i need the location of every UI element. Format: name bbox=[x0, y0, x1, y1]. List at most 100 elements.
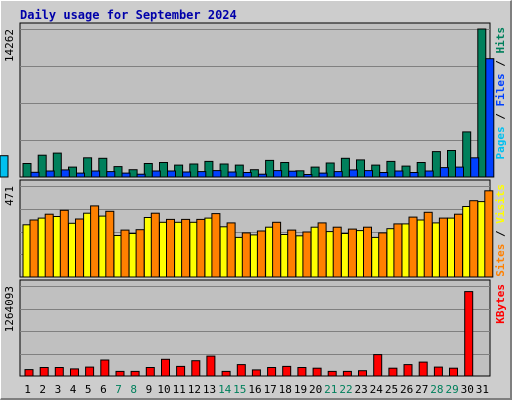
bar-kbytes-26 bbox=[403, 364, 413, 377]
x-tick-4: 4 bbox=[70, 383, 77, 396]
bar-files-6 bbox=[106, 171, 116, 178]
bar-kbytes-10 bbox=[161, 358, 170, 377]
bar-files-25 bbox=[394, 170, 404, 178]
chart-title: Daily usage for September 2024 bbox=[20, 8, 237, 22]
bar-sites-9 bbox=[150, 212, 160, 278]
bar-files-5 bbox=[91, 170, 101, 178]
panel-1 bbox=[19, 22, 491, 178]
bar-files-20 bbox=[318, 172, 328, 178]
bar-files-13 bbox=[212, 170, 222, 178]
legend-entry: Pages bbox=[494, 126, 507, 159]
bar-sites-2 bbox=[44, 213, 54, 278]
bar-sites-19 bbox=[302, 231, 312, 278]
bar-hits-22 bbox=[340, 157, 350, 178]
bar-kbytes-20 bbox=[312, 367, 322, 377]
legend-entry: Sites bbox=[494, 244, 507, 277]
bar-files-23 bbox=[364, 170, 373, 178]
bar-files-14 bbox=[227, 171, 237, 178]
bar-kbytes-17 bbox=[267, 367, 277, 377]
bar-sites-30 bbox=[469, 200, 479, 278]
x-tick-11: 11 bbox=[173, 383, 186, 396]
x-tick-1: 1 bbox=[24, 383, 31, 396]
bar-sites-29 bbox=[454, 213, 463, 278]
bar-files-11 bbox=[182, 171, 192, 178]
x-tick-22: 22 bbox=[339, 383, 352, 396]
bar-hits-21 bbox=[325, 162, 335, 178]
x-tick-25: 25 bbox=[385, 383, 398, 396]
bar-sites-11 bbox=[181, 218, 191, 278]
y-tick-max: 471 bbox=[3, 186, 16, 206]
bar-hits-2 bbox=[37, 154, 47, 178]
legend-bottom: KBytes bbox=[494, 284, 507, 324]
bar-files-18 bbox=[288, 170, 298, 178]
bar-sites-13 bbox=[211, 213, 221, 278]
bar-hits-10 bbox=[159, 162, 168, 178]
bar-kbytes-30 bbox=[464, 291, 474, 377]
bar-hits-5 bbox=[83, 157, 93, 178]
bar-kbytes-2 bbox=[39, 367, 49, 377]
x-tick-27: 27 bbox=[415, 383, 428, 396]
x-tick-2: 2 bbox=[39, 383, 46, 396]
x-tick-15: 15 bbox=[233, 383, 246, 396]
bar-hits-27 bbox=[416, 162, 426, 178]
legend-entry: Visits bbox=[494, 184, 507, 224]
bar-hits-28 bbox=[431, 151, 441, 178]
legend-entry: / bbox=[494, 107, 507, 127]
bar-kbytes-15 bbox=[236, 364, 246, 377]
legend-entry: / bbox=[494, 224, 507, 244]
legend-entry: KBytes bbox=[494, 284, 507, 324]
bar-sites-20 bbox=[317, 222, 327, 278]
bar-files-26 bbox=[409, 172, 419, 178]
bar-hits-30 bbox=[462, 131, 472, 178]
x-tick-12: 12 bbox=[188, 383, 201, 396]
x-tick-7: 7 bbox=[115, 383, 122, 396]
bar-kbytes-19 bbox=[297, 367, 307, 377]
bar-pages-31 bbox=[0, 155, 9, 178]
bar-files-31 bbox=[485, 58, 495, 178]
x-tick-19: 19 bbox=[294, 383, 307, 396]
x-tick-16: 16 bbox=[248, 383, 261, 396]
bar-hits-6 bbox=[98, 157, 108, 178]
bar-files-21 bbox=[333, 171, 343, 178]
bar-files-9 bbox=[151, 170, 161, 178]
bar-kbytes-6 bbox=[100, 359, 110, 377]
bar-files-10 bbox=[167, 170, 176, 178]
bar-kbytes-9 bbox=[145, 367, 155, 377]
bar-kbytes-22 bbox=[342, 370, 352, 377]
bar-sites-8 bbox=[135, 229, 145, 278]
chart-panels bbox=[19, 22, 491, 377]
x-tick-21: 21 bbox=[324, 383, 337, 396]
bar-sites-22 bbox=[347, 228, 357, 278]
x-tick-8: 8 bbox=[130, 383, 137, 396]
bar-kbytes-8 bbox=[130, 370, 140, 377]
bar-sites-3 bbox=[59, 209, 69, 278]
bar-sites-12 bbox=[196, 218, 206, 278]
bar-sites-6 bbox=[105, 210, 115, 278]
bar-kbytes-16 bbox=[251, 369, 261, 377]
bar-sites-1 bbox=[29, 219, 39, 278]
bar-files-19 bbox=[303, 174, 313, 178]
x-tick-13: 13 bbox=[203, 383, 216, 396]
bar-hits-15 bbox=[234, 164, 244, 178]
y-tick-labels: 14262 471 1264093 bbox=[3, 29, 16, 332]
bar-sites-7 bbox=[120, 229, 130, 278]
bar-sites-10 bbox=[166, 218, 175, 278]
bar-hits-20 bbox=[310, 166, 320, 178]
bar-kbytes-23 bbox=[358, 370, 367, 377]
bar-sites-5 bbox=[90, 205, 100, 278]
bar-hits-31 bbox=[477, 28, 487, 178]
bar-hits-13 bbox=[204, 160, 214, 178]
x-tick-14: 14 bbox=[218, 383, 232, 396]
bar-kbytes-25 bbox=[388, 367, 398, 377]
bar-kbytes-5 bbox=[85, 366, 95, 377]
x-tick-10: 10 bbox=[157, 383, 170, 396]
bar-hits-29 bbox=[447, 150, 456, 178]
bar-sites-4 bbox=[75, 218, 84, 278]
bar-sites-26 bbox=[408, 216, 418, 278]
x-tick-labels: 1 2 3 4 5 6 7 8 9 10 11 12 13 14 15 16 17 18 19 20 21 22 23 24 2… bbox=[24, 383, 489, 396]
bar-files-29 bbox=[455, 166, 464, 178]
bar-files-15 bbox=[242, 172, 252, 178]
y-tick-max: 1264093 bbox=[3, 286, 16, 332]
panel-3 bbox=[19, 279, 491, 377]
